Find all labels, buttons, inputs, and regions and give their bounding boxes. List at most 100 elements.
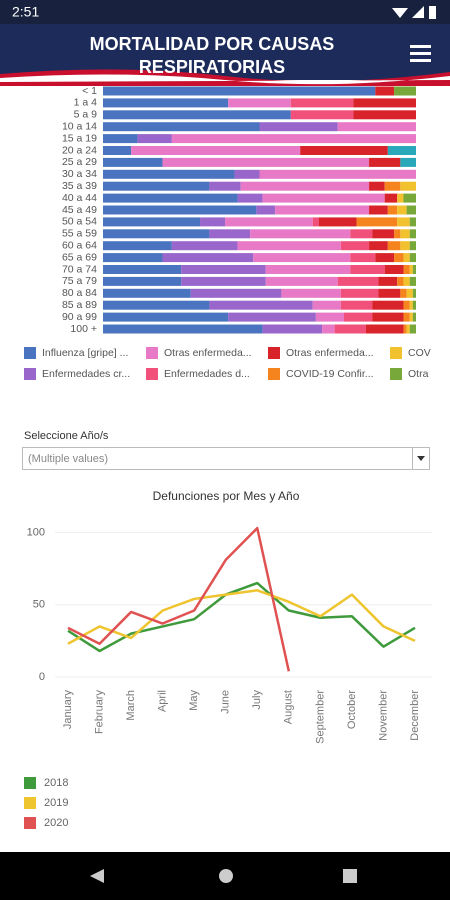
- bar-segment: [409, 217, 416, 227]
- row-label: 10 a 14: [62, 120, 97, 132]
- header-title: RESPIRATORIAS: [139, 57, 285, 77]
- bar-segment: [171, 134, 416, 144]
- menu-bar[interactable]: [410, 59, 431, 62]
- bar-segment: [369, 241, 388, 251]
- dropdown-value[interactable]: (Multiple values): [28, 453, 108, 465]
- bar-segment: [162, 253, 254, 263]
- wifi-icon: [392, 8, 408, 18]
- bar-segment: [400, 181, 416, 191]
- row-label: 25 a 29: [62, 156, 97, 168]
- bar-segment: [281, 288, 341, 298]
- bar-segment: [181, 276, 266, 286]
- y-tick-label: 50: [33, 599, 45, 611]
- bar-segment: [403, 276, 410, 286]
- bar-segment: [300, 146, 388, 155]
- bar-segment: [403, 312, 410, 322]
- x-tick-label: November: [377, 690, 389, 741]
- x-tick-label: May: [188, 690, 200, 711]
- bar-segment: [103, 169, 235, 179]
- bar-segment: [171, 241, 238, 251]
- bar-segment: [240, 181, 370, 191]
- legend-swatch: [268, 347, 280, 359]
- bar-segment: [337, 122, 416, 132]
- legend-swatch: [24, 777, 36, 789]
- bar-segment: [403, 253, 410, 263]
- bar-segment: [403, 193, 416, 203]
- bar-segment: [397, 276, 404, 286]
- row-label: 75 a 79: [62, 275, 97, 287]
- row-label: 85 a 89: [62, 299, 97, 311]
- legend-label: COVID-19 Confir...: [286, 368, 374, 380]
- x-tick-label: December: [409, 690, 421, 741]
- x-tick-label: April: [157, 690, 169, 712]
- line-series: [67, 526, 291, 672]
- status-bar: [0, 0, 450, 24]
- nav-recents[interactable]: [343, 869, 357, 883]
- row-label: 60 a 64: [62, 239, 97, 251]
- bar-segment: [387, 241, 401, 251]
- bar-segment: [409, 241, 416, 251]
- y-tick-label: 100: [27, 526, 45, 538]
- dropdown-box[interactable]: [22, 447, 430, 470]
- bar-segment: [409, 312, 413, 322]
- x-tick-label: October: [346, 690, 358, 729]
- bar-segment: [384, 181, 401, 191]
- row-label: 70 a 74: [62, 263, 97, 275]
- nav-home[interactable]: [219, 869, 233, 883]
- bar-segment: [384, 193, 398, 203]
- bar-segment: [409, 229, 416, 239]
- bar-segment: [394, 86, 416, 96]
- legend-swatch: [24, 368, 36, 380]
- x-tick-label: September: [314, 690, 326, 744]
- bar-segment: [225, 217, 313, 227]
- bar-segment: [394, 229, 401, 239]
- bar-segment: [378, 276, 398, 286]
- bar-segment: [137, 134, 172, 144]
- menu-bar[interactable]: [410, 45, 431, 48]
- bar-segment: [181, 265, 266, 274]
- dropdown-arrow[interactable]: [417, 456, 425, 461]
- nav-back[interactable]: [90, 869, 104, 883]
- menu-bar[interactable]: [410, 52, 431, 55]
- bar-segment: [103, 312, 229, 322]
- bar-segment: [375, 86, 395, 96]
- row-label: 80 a 84: [62, 287, 97, 299]
- bar-segment: [262, 324, 323, 334]
- bar-segment: [412, 312, 416, 322]
- menu-button[interactable]: [410, 45, 431, 62]
- bar-segment: [103, 205, 257, 215]
- bar-segment: [372, 300, 404, 310]
- row-label: 5 a 9: [74, 109, 98, 121]
- legend-swatch: [390, 347, 402, 359]
- legend-label: COV: [408, 347, 431, 359]
- chart-title: Defunciones por Mes y Año: [153, 489, 300, 503]
- bar-segment: [237, 241, 341, 251]
- bar-segment: [409, 324, 416, 334]
- filter-dropdown[interactable]: (Multiple values): [22, 447, 430, 470]
- bar-segment: [353, 98, 416, 108]
- bar-segment: [103, 229, 210, 239]
- row-label: 100 +: [70, 323, 97, 335]
- bar-segment: [350, 265, 385, 274]
- legend-swatch: [24, 347, 36, 359]
- legend-label: Otras enfermeda...: [286, 347, 374, 359]
- bar-segment: [103, 241, 172, 251]
- bar-segment: [400, 288, 407, 298]
- row-label: 35 a 39: [62, 180, 97, 192]
- battery-icon: [429, 6, 436, 19]
- bar-segment: [340, 241, 370, 251]
- bar-segment: [340, 288, 379, 298]
- x-tick-label: August: [283, 690, 295, 724]
- status-time: 2:51: [12, 4, 39, 20]
- bar-segment: [259, 169, 416, 179]
- row-label: 55 a 59: [62, 228, 97, 240]
- bar-segment: [103, 217, 201, 227]
- bar-segment: [103, 134, 138, 144]
- bar-segment: [290, 110, 354, 120]
- legend-label: Enfermedades cr...: [42, 368, 130, 380]
- legend-swatch: [146, 347, 158, 359]
- bar-segment: [350, 253, 376, 263]
- bar-segment: [406, 205, 416, 215]
- row-label: 20 a 24: [62, 144, 97, 156]
